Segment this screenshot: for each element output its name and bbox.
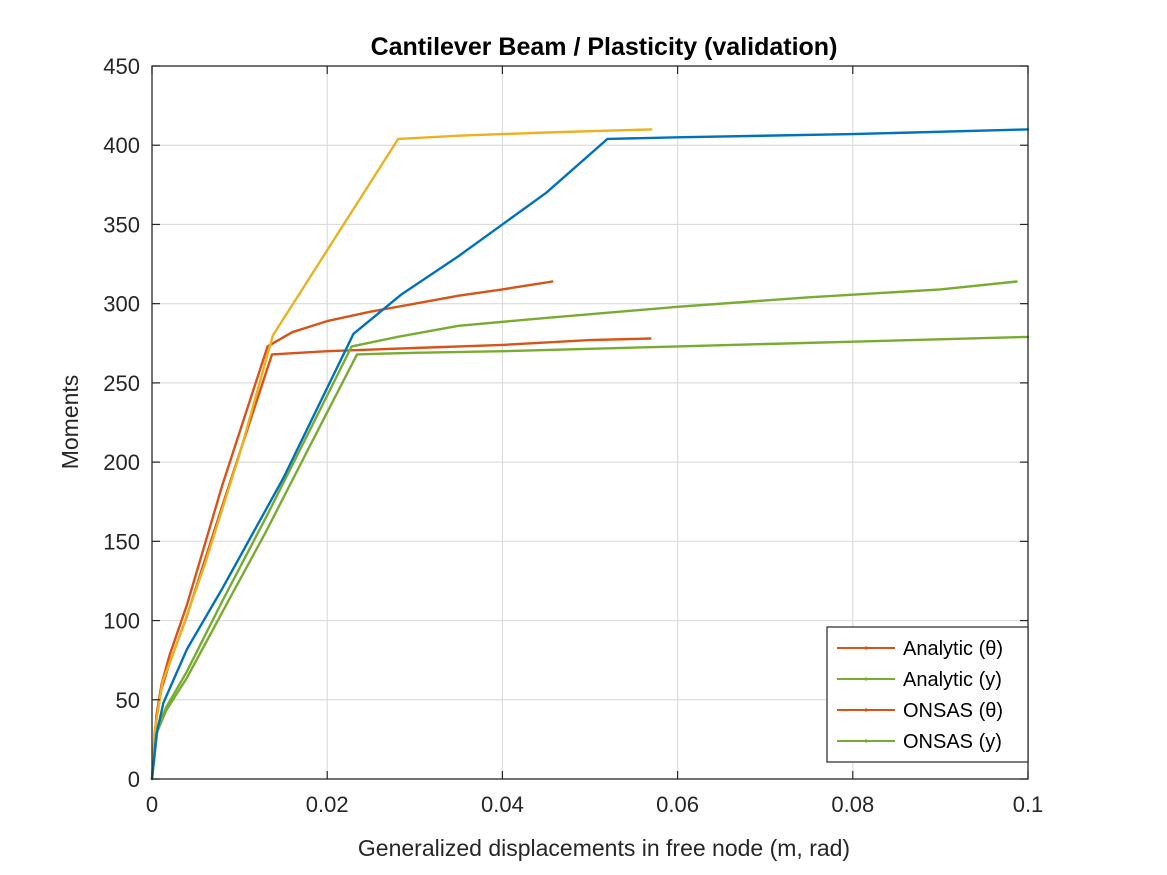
legend: Analytic (θ) Analytic (y) ONSAS (θ) ONSAS (… xyxy=(826,626,1029,763)
ticks: 0 0.02 0.04 0.06 0.08 0.1 0 50 100 150 200 250 300 35… xyxy=(103,54,1043,817)
series-line-6 xyxy=(150,128,1030,781)
y-tick-label: 100 xyxy=(103,609,140,634)
series-line-4 xyxy=(150,335,1030,781)
y-axis-label: Moments xyxy=(57,375,83,470)
y-tick-label: 450 xyxy=(103,54,140,79)
legend-label: Analytic (θ) xyxy=(903,638,1003,660)
grid xyxy=(152,66,1028,779)
x-axis-label: Generalized displacements in free node (… xyxy=(358,835,850,861)
legend-label: ONSAS (y) xyxy=(903,731,1002,753)
series-line-5 xyxy=(150,128,653,781)
y-tick-label: 200 xyxy=(103,450,140,475)
y-tick-label: 400 xyxy=(103,133,140,158)
series-lines xyxy=(150,128,1030,781)
x-tick-label: 0.06 xyxy=(656,792,699,817)
series-line-3 xyxy=(150,280,1018,781)
x-tick-label: 0.08 xyxy=(831,792,874,817)
y-tick-label: 350 xyxy=(103,212,140,237)
legend-marker xyxy=(864,739,868,743)
legend-marker xyxy=(864,708,868,712)
y-tick-label: 50 xyxy=(116,688,140,713)
legend-marker xyxy=(864,646,868,650)
x-tick-label: 0.04 xyxy=(481,792,524,817)
y-tick-label: 150 xyxy=(103,529,140,554)
y-tick-label: 0 xyxy=(128,767,140,792)
y-tick-label: 250 xyxy=(103,371,140,396)
legend-marker xyxy=(864,677,868,681)
x-tick-label: 0 xyxy=(146,792,158,817)
x-tick-label: 0.1 xyxy=(1013,792,1044,817)
x-tick-label: 0.02 xyxy=(306,792,349,817)
legend-box xyxy=(826,626,1029,763)
legend-label: ONSAS (θ) xyxy=(903,700,1003,722)
legend-label: Analytic (y) xyxy=(903,669,1002,691)
y-tick-label: 300 xyxy=(103,292,140,317)
chart-title: Cantilever Beam / Plasticity (validation… xyxy=(371,33,838,61)
axes-box xyxy=(151,65,1029,780)
